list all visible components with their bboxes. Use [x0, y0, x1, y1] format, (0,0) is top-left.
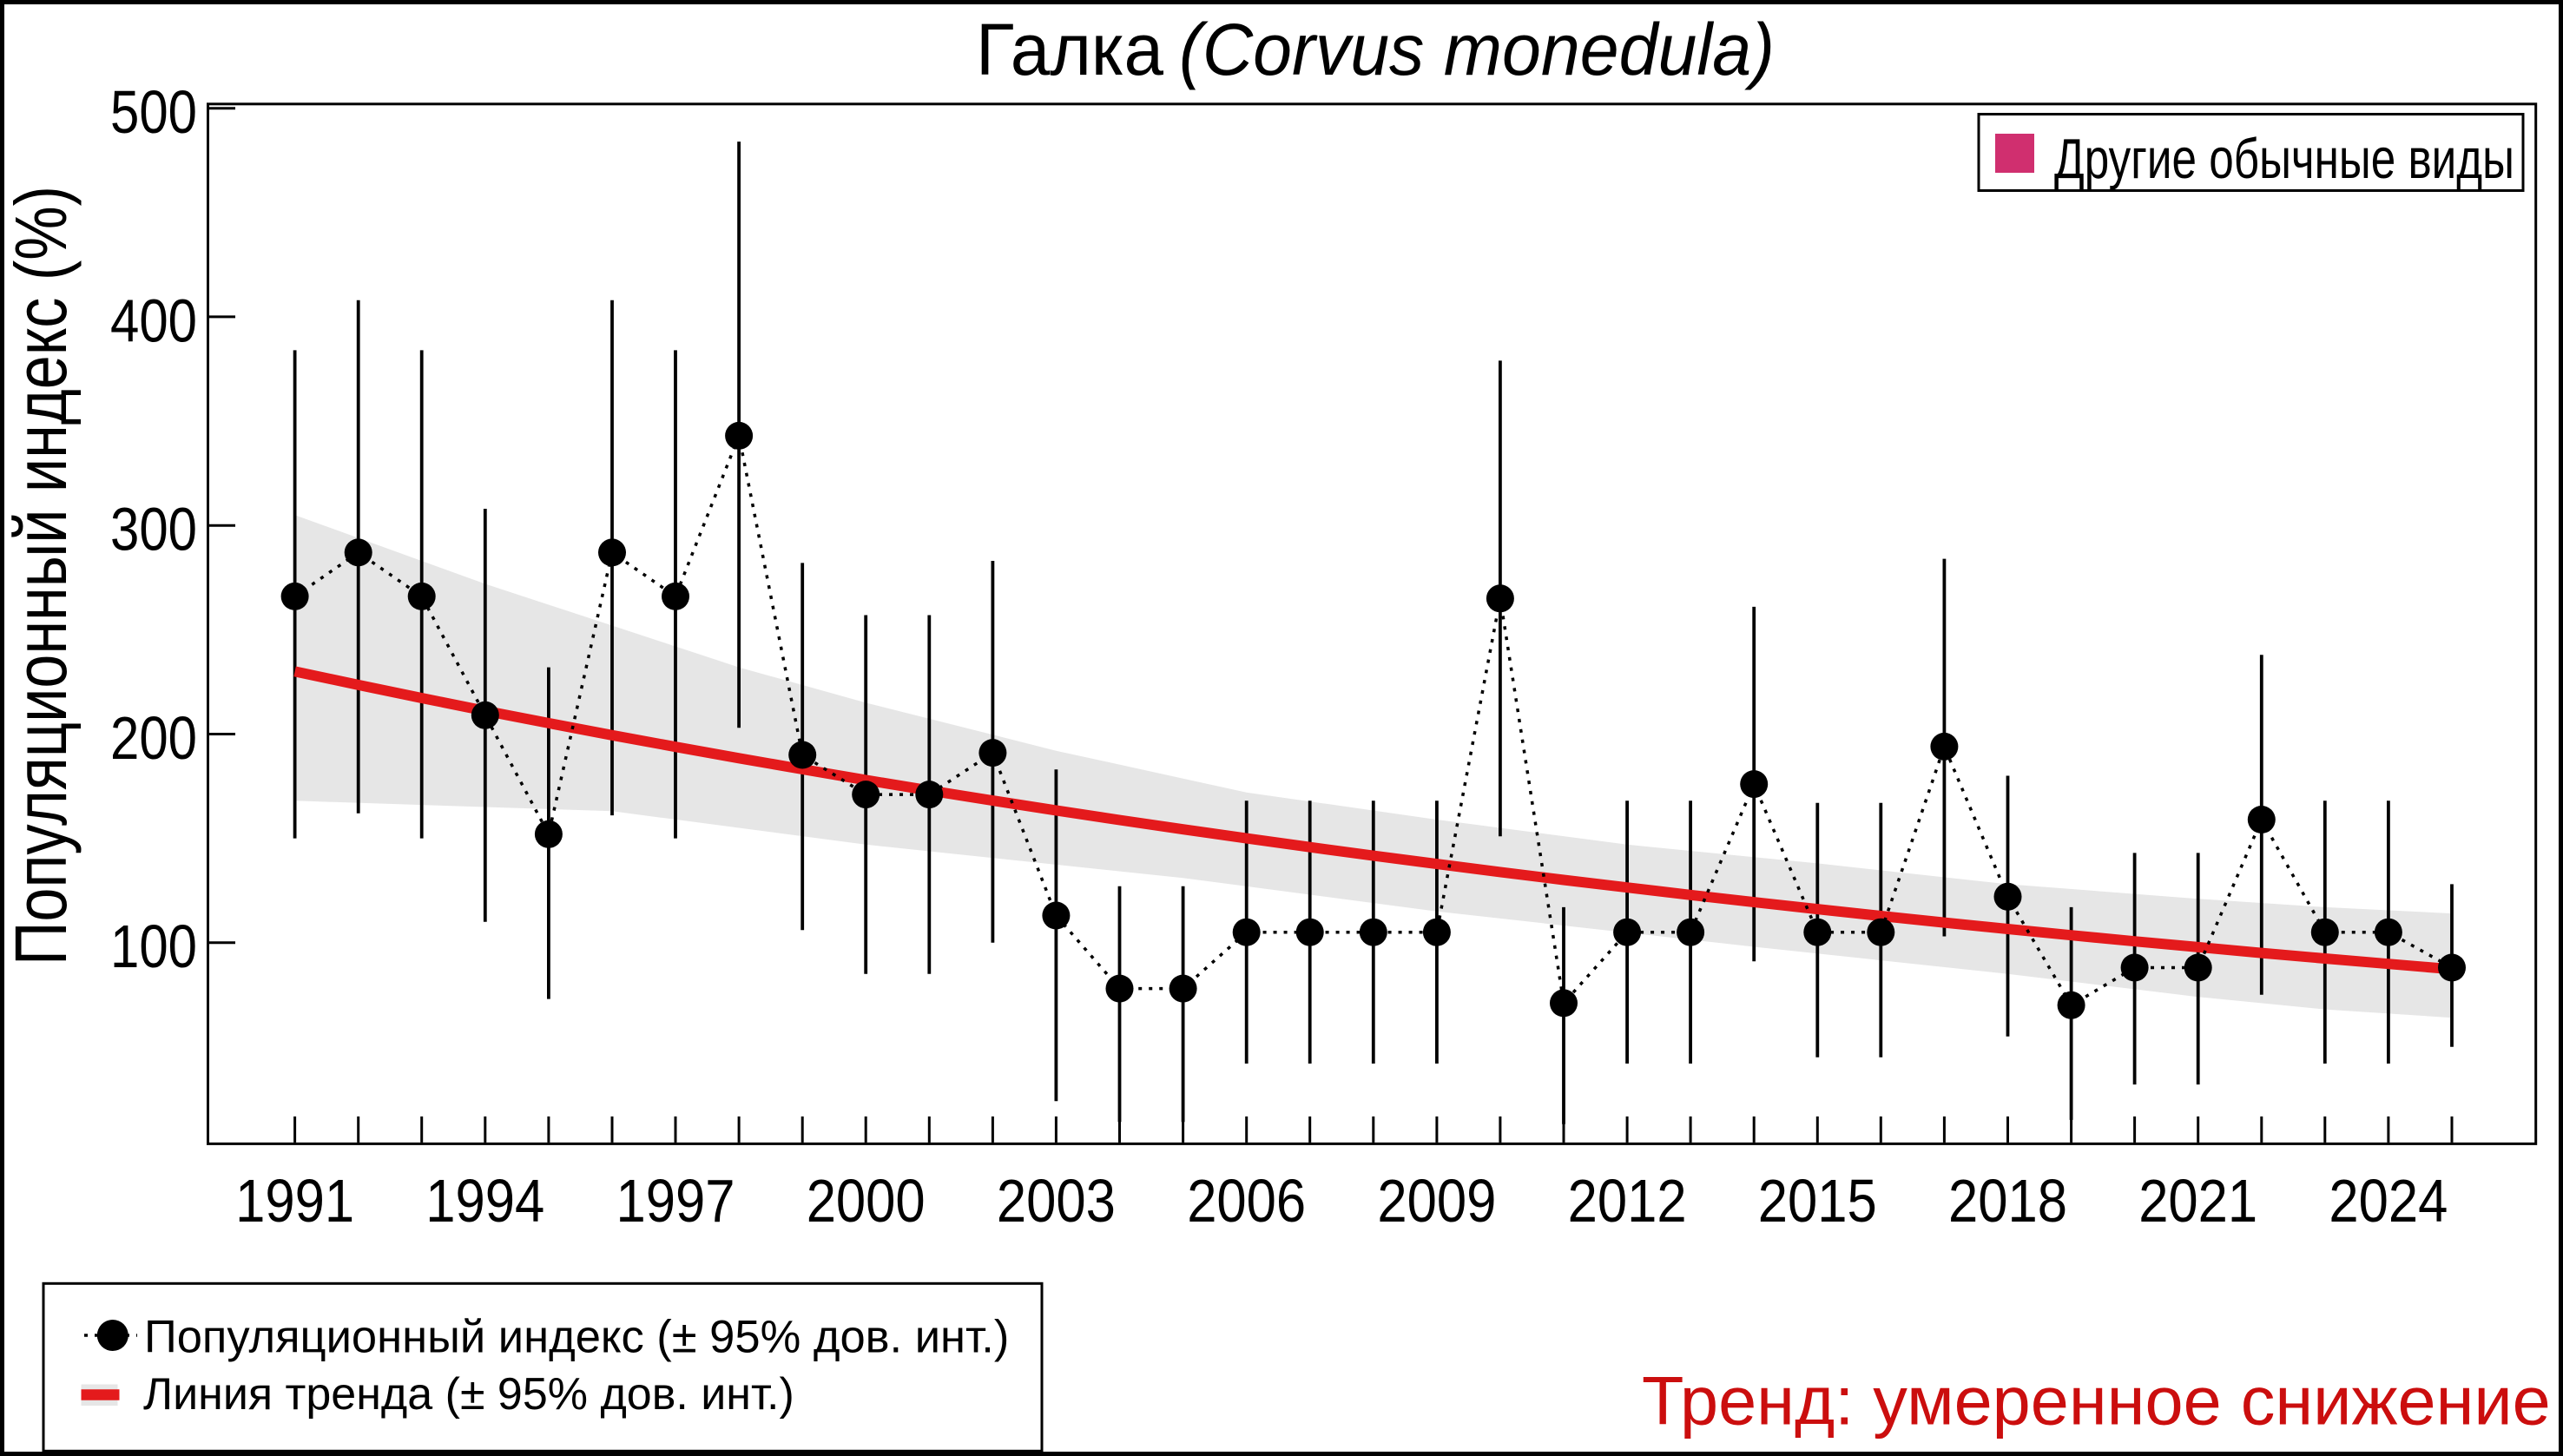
svg-text:Линия тренда (± 95% дов. инт.): Линия тренда (± 95% дов. инт.) [143, 1369, 794, 1420]
svg-text:2000: 2000 [807, 1167, 926, 1235]
svg-text:1997: 1997 [616, 1167, 735, 1235]
svg-text:2012: 2012 [1568, 1167, 1687, 1235]
svg-text:1994: 1994 [425, 1167, 544, 1235]
svg-text:2015: 2015 [1758, 1167, 1877, 1235]
svg-text:Популяционный индекс (± 95% до: Популяционный индекс (± 95% дов. инт.) [144, 1312, 1009, 1363]
svg-text:300: 300 [110, 496, 197, 563]
svg-text:200: 200 [110, 704, 197, 772]
svg-text:2024: 2024 [2329, 1167, 2448, 1235]
svg-text:(Corvus monedula): (Corvus monedula) [1179, 9, 1775, 90]
svg-text:2021: 2021 [2138, 1167, 2257, 1235]
svg-text:Другие обычные виды: Другие обычные виды [2054, 127, 2514, 190]
svg-text:2018: 2018 [1948, 1167, 2067, 1235]
svg-text:2003: 2003 [997, 1167, 1116, 1235]
svg-text:2006: 2006 [1187, 1167, 1306, 1235]
svg-text:400: 400 [110, 287, 197, 354]
svg-text:Галка: Галка [976, 9, 1163, 90]
svg-text:Популяционный индекс (%): Популяционный индекс (%) [0, 186, 82, 965]
svg-text:500: 500 [110, 78, 197, 146]
svg-text:2009: 2009 [1377, 1167, 1496, 1235]
svg-text:100: 100 [110, 912, 197, 980]
svg-text:Тренд: умеренное снижение: Тренд: умеренное снижение [1642, 1362, 2551, 1440]
svg-text:1991: 1991 [235, 1167, 354, 1235]
